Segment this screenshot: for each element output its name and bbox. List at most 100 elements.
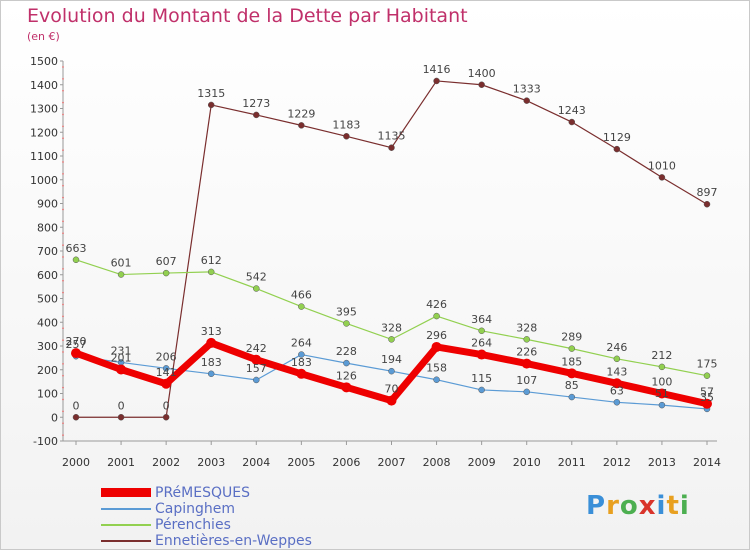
y-axis-minor-dot (62, 113, 64, 116)
data-point (71, 348, 81, 359)
data-label: 1229 (287, 107, 315, 120)
data-label: 426 (426, 298, 447, 311)
y-tick-label: 1100 (30, 150, 58, 163)
y-tick-label: 600 (37, 269, 58, 282)
data-label: 328 (381, 321, 402, 334)
data-label: 226 (516, 346, 537, 359)
x-tick-label: 2004 (242, 456, 270, 469)
legend-swatch-premesques (101, 488, 151, 497)
logo-letter: i (656, 491, 667, 521)
y-axis-minor-dot (62, 291, 64, 294)
data-label: 1315 (197, 87, 225, 100)
data-point (116, 364, 127, 375)
y-axis-minor-dot (62, 89, 64, 92)
data-label: 175 (697, 358, 718, 371)
data-label: 126 (336, 369, 357, 382)
legend-swatch-ennetieres (101, 540, 151, 542)
data-point (388, 367, 395, 375)
y-axis-minor-dot (62, 149, 64, 151)
data-point (703, 372, 711, 379)
logo-letter: i (679, 491, 690, 521)
data-label: 183 (201, 356, 222, 369)
data-point (478, 327, 485, 335)
y-axis-minor-dot (62, 351, 64, 353)
y-tick-label: 0 (51, 411, 58, 424)
y-tick-label: 1000 (30, 174, 58, 187)
data-label: 1135 (378, 130, 406, 143)
data-point (478, 386, 485, 394)
y-axis-minor-dot (62, 196, 64, 199)
data-label: 1243 (558, 104, 586, 117)
logo-letter: o (619, 491, 639, 521)
data-point (298, 303, 305, 310)
data-label: 270 (66, 335, 87, 348)
data-label: 100 (651, 376, 672, 389)
data-point (613, 355, 621, 363)
data-point (343, 359, 350, 367)
x-tick-label: 2003 (197, 456, 225, 469)
data-label: 70 (385, 383, 399, 396)
y-axis-minor-dot (62, 422, 64, 424)
data-point (523, 336, 530, 343)
data-point (296, 368, 307, 379)
data-label: 158 (426, 362, 447, 375)
y-axis-minor-dot (62, 398, 64, 401)
y-axis-minor-dot (62, 101, 64, 104)
data-point (656, 388, 667, 399)
x-tick-label: 2013 (648, 456, 676, 469)
data-label: 601 (111, 257, 132, 270)
logo-letter: x (638, 491, 657, 521)
y-axis-minor-dot (62, 256, 64, 258)
y-axis-minor-dot (62, 244, 64, 246)
data-label: 85 (565, 379, 579, 392)
y-tick-label: 1200 (30, 126, 58, 139)
y-axis-minor-dot (62, 78, 64, 80)
x-tick-label: 2009 (468, 456, 496, 469)
legend-swatch-perenchies (101, 524, 151, 526)
data-label: 313 (201, 325, 222, 338)
y-axis-minor-dot (62, 125, 64, 128)
x-tick-label: 2014 (693, 456, 721, 469)
y-axis-minor-dot (62, 434, 64, 436)
y-axis-minor-dot (62, 315, 64, 318)
y-axis-minor-dot (62, 232, 64, 234)
data-point (523, 97, 530, 104)
data-point (568, 393, 576, 401)
data-point (702, 398, 712, 409)
legend-label-ennetieres: Ennetières-en-Weppes (155, 533, 312, 549)
data-label: 1183 (332, 118, 360, 131)
data-point (253, 285, 260, 292)
y-axis-minor-dot (62, 268, 64, 270)
y-tick-label: 700 (37, 245, 58, 258)
data-label: 0 (118, 399, 125, 412)
data-point (431, 341, 442, 352)
data-point (523, 388, 530, 396)
y-axis-minor-dot (62, 279, 64, 282)
data-point (161, 378, 172, 389)
x-tick-label: 2005 (287, 456, 315, 469)
data-point (162, 269, 170, 277)
y-axis-minor-dot (62, 374, 64, 377)
data-point (478, 81, 485, 88)
data-point (206, 337, 217, 348)
legend-item-perenchies: Pérenchies (101, 517, 361, 533)
data-point (388, 144, 395, 151)
y-axis-minor-dot (62, 161, 64, 163)
y-tick-label: 100 (37, 388, 58, 401)
legend-item-ennetieres: Ennetières-en-Weppes (101, 533, 361, 549)
data-label: 157 (246, 362, 267, 375)
legend-label-capinghem: Capinghem (155, 501, 236, 517)
data-label: 542 (246, 271, 267, 284)
data-point (72, 414, 80, 421)
data-point (162, 365, 170, 372)
data-point (611, 378, 622, 389)
x-tick-label: 2008 (423, 456, 451, 469)
y-axis-minor-dot (62, 220, 64, 223)
y-tick-label: 900 (37, 198, 58, 211)
data-point (521, 358, 532, 369)
data-label: 1273 (242, 97, 270, 110)
data-label: 206 (156, 350, 177, 363)
data-label: 185 (561, 355, 582, 368)
logo-letter: t (666, 491, 680, 521)
